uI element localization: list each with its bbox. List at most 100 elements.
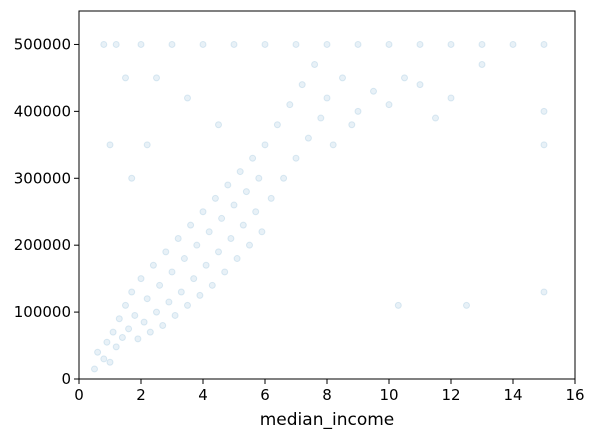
- x-tick-label: 0: [74, 386, 84, 404]
- scatter-point: [153, 308, 160, 316]
- scatter-point: [292, 40, 300, 48]
- scatter-point: [370, 87, 377, 95]
- scatter-point: [221, 268, 229, 276]
- scatter-point: [184, 301, 191, 309]
- scatter-point: [143, 295, 151, 303]
- scatter-point: [115, 315, 123, 323]
- scatter-point: [478, 40, 486, 48]
- scatter-point: [149, 261, 157, 269]
- scatter-point: [255, 174, 263, 182]
- scatter-point: [112, 343, 120, 351]
- scatter-point: [187, 221, 195, 229]
- scatter-point: [246, 241, 253, 249]
- scatter-point: [261, 141, 269, 149]
- scatter-point: [540, 107, 548, 115]
- scatter-point: [252, 208, 260, 216]
- scatter-point: [100, 40, 108, 48]
- scatter-point: [159, 321, 167, 329]
- scatter-point: [94, 348, 102, 356]
- scatter-point: [153, 74, 160, 82]
- scatter-point: [540, 40, 548, 48]
- scatter-point: [100, 355, 108, 363]
- scatter-point: [128, 174, 136, 182]
- scatter-point: [196, 291, 204, 299]
- scatter-point: [205, 228, 213, 236]
- scatter-point: [233, 255, 241, 263]
- scatter-point: [122, 301, 129, 309]
- scatter-point: [180, 255, 188, 263]
- scatter-point: [416, 81, 424, 89]
- scatter-point: [125, 325, 133, 333]
- scatter-point: [156, 281, 164, 289]
- scatter-point: [463, 301, 470, 309]
- scatter-point: [261, 40, 269, 48]
- scatter-point: [242, 188, 250, 196]
- scatter-point: [211, 194, 219, 202]
- y-tick-label: 0: [61, 370, 71, 388]
- scatter-point: [236, 168, 244, 176]
- scatter-point: [143, 141, 151, 149]
- scatter-point: [165, 298, 173, 306]
- scatter-point: [103, 338, 111, 346]
- scatter-point: [478, 61, 486, 69]
- scatter-point: [354, 40, 362, 48]
- scatter-point: [91, 365, 98, 373]
- scatter-point: [190, 275, 198, 283]
- scatter-point: [137, 275, 145, 283]
- points-layer: [91, 40, 548, 373]
- scatter-point: [230, 40, 238, 48]
- scatter-point: [323, 40, 331, 48]
- scatter-point: [171, 311, 179, 319]
- scatter-point: [249, 154, 257, 162]
- scatter-point: [258, 228, 266, 236]
- scatter-point: [109, 328, 117, 336]
- scatter-point: [311, 61, 319, 69]
- scatter-point: [394, 301, 402, 309]
- scatter-point: [447, 40, 455, 48]
- scatter-point: [215, 248, 222, 256]
- scatter-point: [134, 335, 142, 343]
- scatter-point: [177, 288, 185, 296]
- x-tick-label: 10: [379, 386, 398, 404]
- scatter-point: [128, 288, 136, 296]
- scatter-point: [227, 234, 235, 242]
- x-axis-label: median_income: [260, 410, 395, 430]
- x-tick-label: 6: [260, 386, 270, 404]
- scatter-point: [540, 141, 548, 149]
- scatter-point: [354, 107, 362, 115]
- x-tick-label: 2: [136, 386, 146, 404]
- scatter-point: [416, 40, 424, 48]
- scatter-point: [280, 174, 288, 182]
- scatter-point: [168, 268, 176, 276]
- scatter-point: [339, 74, 346, 82]
- scatter-point: [385, 101, 393, 109]
- scatter-point: [298, 81, 306, 89]
- scatter-point: [162, 248, 170, 256]
- scatter-point: [218, 214, 226, 222]
- scatter-point: [509, 40, 517, 48]
- scatter-point: [168, 40, 176, 48]
- scatter-point: [267, 194, 275, 202]
- y-axis-ticks: 0 100000 200000 300000 400000 500000: [14, 35, 79, 388]
- scatter-point: [137, 40, 145, 48]
- scatter-point: [432, 114, 439, 122]
- scatter-point: [140, 318, 148, 326]
- x-tick-label: 16: [565, 386, 584, 404]
- scatter-point: [122, 74, 129, 82]
- x-tick-label: 8: [322, 386, 332, 404]
- scatter-point: [540, 288, 548, 296]
- scatter-point: [199, 208, 207, 216]
- y-tick-label: 200000: [14, 236, 71, 254]
- scatter-point: [273, 121, 281, 129]
- scatter-point: [193, 241, 201, 249]
- scatter-point: [106, 358, 114, 366]
- scatter-point: [106, 141, 114, 149]
- scatter-point: [286, 101, 294, 109]
- scatter-point: [146, 328, 154, 336]
- scatter-point: [385, 40, 393, 48]
- scatter-point: [184, 94, 191, 102]
- x-tick-label: 12: [441, 386, 460, 404]
- scatter-point: [202, 261, 210, 269]
- scatter-point: [447, 94, 455, 102]
